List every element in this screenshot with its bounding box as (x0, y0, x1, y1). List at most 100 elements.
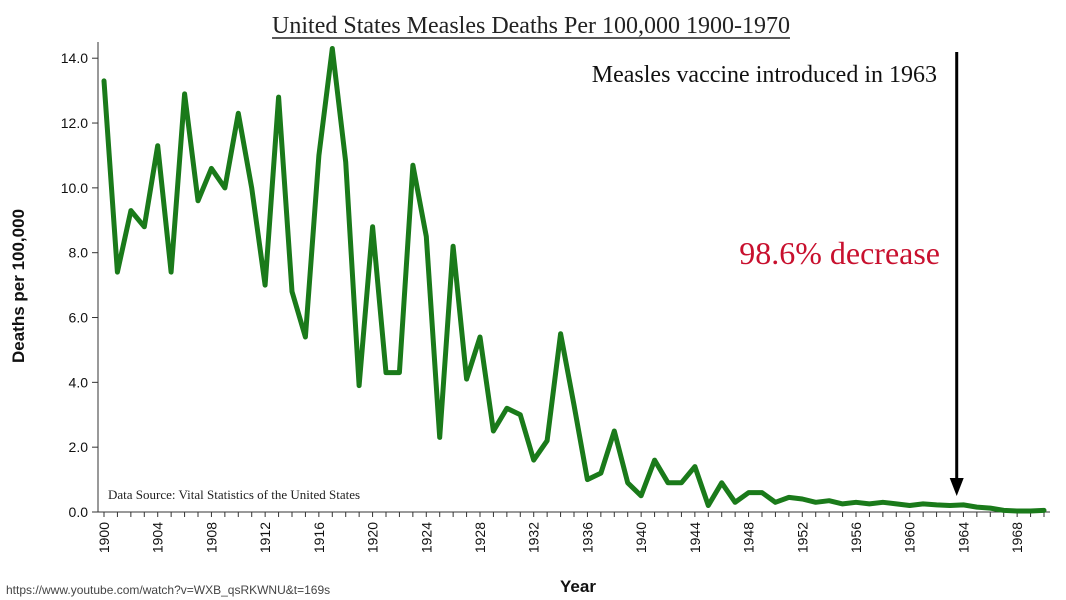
x-tick-label: 1924 (418, 522, 434, 553)
data-point (840, 501, 845, 506)
data-point (625, 480, 630, 485)
y-axis-label: Deaths per 100,000 (9, 209, 28, 363)
data-point (786, 495, 791, 500)
data-point (773, 500, 778, 505)
data-point (639, 493, 644, 498)
data-point (719, 480, 724, 485)
y-axis-ticks: 0.0 2.0 4.0 6.0 8.0 10.0 12.0 14.0 (61, 50, 98, 520)
y-tick-label: 14.0 (61, 50, 88, 66)
x-tick-label: 1928 (472, 522, 488, 553)
data-point (410, 163, 415, 168)
data-point (384, 370, 389, 375)
data-point (222, 185, 227, 190)
data-point (464, 377, 469, 382)
data-point (558, 331, 563, 336)
data-point (679, 480, 684, 485)
x-axis-ticks: 1900 1904 1908 1912 1916 1920 1924 1928 1932 1936… (96, 512, 1045, 553)
data-point (155, 143, 160, 148)
vaccine-arrow (949, 52, 964, 496)
x-tick-label: 1964 (955, 522, 971, 553)
data-point (598, 471, 603, 476)
data-point (921, 501, 926, 506)
x-tick-label: 1916 (311, 522, 327, 553)
data-point (733, 500, 738, 505)
data-point (1028, 509, 1033, 514)
y-tick-label: 12.0 (61, 115, 88, 131)
data-points (102, 46, 1047, 514)
y-tick-label: 2.0 (69, 439, 89, 455)
x-tick-label: 1920 (365, 522, 381, 553)
data-point (182, 91, 187, 96)
data-point (236, 111, 241, 116)
data-point (585, 477, 590, 482)
data-point (706, 503, 711, 508)
data-point (746, 490, 751, 495)
arrow-head (949, 478, 964, 496)
data-point (357, 383, 362, 388)
decrease-annotation: 98.6% decrease (739, 235, 940, 271)
x-tick-label: 1940 (633, 522, 649, 553)
data-point (827, 498, 832, 503)
data-point (316, 153, 321, 158)
data-point (531, 458, 536, 463)
data-point (692, 464, 697, 469)
y-tick-label: 0.0 (69, 504, 89, 520)
x-tick-label: 1900 (96, 522, 112, 553)
data-point (800, 497, 805, 502)
data-point (128, 208, 133, 213)
y-tick-label: 10.0 (61, 180, 88, 196)
x-tick-label: 1956 (848, 522, 864, 553)
data-point (343, 159, 348, 164)
data-point (1042, 508, 1047, 513)
data-point (424, 234, 429, 239)
data-point (276, 95, 281, 100)
data-point (142, 224, 147, 229)
y-tick-label: 8.0 (69, 245, 89, 261)
data-point (867, 501, 872, 506)
data-point (612, 428, 617, 433)
data-point (880, 500, 885, 505)
x-tick-label: 1960 (902, 522, 918, 553)
data-point (102, 78, 107, 83)
x-tick-label: 1948 (741, 522, 757, 553)
x-tick-label: 1912 (257, 522, 273, 553)
data-point (545, 438, 550, 443)
data-point (169, 270, 174, 275)
data-point (961, 502, 966, 507)
source-url: https://www.youtube.com/watch?v=WXB_qsRK… (6, 583, 330, 597)
axes (97, 42, 1050, 513)
x-tick-label: 1952 (794, 522, 810, 553)
data-point (934, 502, 939, 507)
data-point (491, 428, 496, 433)
data-point (290, 289, 295, 294)
data-point (504, 406, 509, 411)
y-tick-label: 4.0 (69, 374, 89, 390)
x-tick-label: 1936 (579, 522, 595, 553)
data-point (854, 500, 859, 505)
series-line (101, 46, 1047, 514)
x-tick-label: 1968 (1009, 522, 1025, 553)
x-tick-label: 1908 (203, 522, 219, 553)
data-point (115, 270, 120, 275)
x-tick-label: 1904 (150, 522, 166, 553)
vaccine-annotation: Measles vaccine introduced in 1963 (592, 62, 937, 88)
data-point (518, 412, 523, 417)
data-point (652, 458, 657, 463)
data-point (303, 334, 308, 339)
data-point (263, 283, 268, 288)
data-point (397, 370, 402, 375)
data-point (249, 185, 254, 190)
x-tick-label: 1944 (687, 522, 703, 553)
data-point (974, 505, 979, 510)
data-point (196, 198, 201, 203)
data-point (572, 403, 577, 408)
data-point (330, 46, 335, 51)
data-point (209, 166, 214, 171)
data-point (988, 506, 993, 511)
data-source-note: Data Source: Vital Statistics of the Uni… (108, 487, 360, 502)
chart-title: United States Measles Deaths Per 100,000… (272, 13, 790, 39)
x-axis-label: Year (560, 577, 596, 596)
data-point (666, 480, 671, 485)
